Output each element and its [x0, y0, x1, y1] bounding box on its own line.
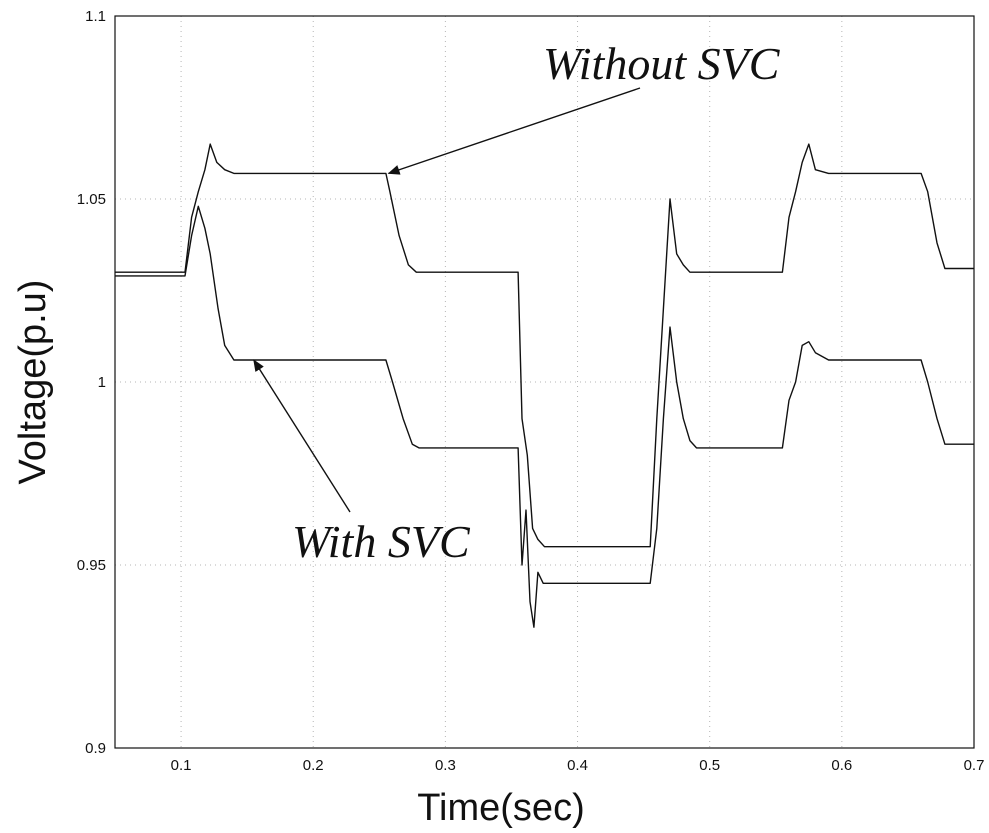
- grid: [115, 15, 975, 749]
- x-tick-label: 0.2: [303, 757, 324, 774]
- annotation-without-svc-arrow: [387, 87, 641, 175]
- y-tick-label: 1.05: [77, 191, 106, 208]
- y-axis-title: Voltage(p.u): [12, 280, 54, 485]
- annotation-with-svc-arrow: [253, 359, 351, 513]
- annotation-with-svc-label: With SVC: [292, 516, 471, 567]
- y-tick-label: 0.95: [77, 557, 106, 574]
- y-tick-label: 1.1: [85, 8, 106, 25]
- annotations: Without SVC With SVC: [253, 38, 781, 567]
- series-line-without-svc: [115, 143, 974, 548]
- tick-labels: 0.1 0.2 0.3 0.4 0.5 0.6 0.7 0.9 0.95 1 1.05 1.1: [77, 8, 985, 774]
- x-axis-title: Time(sec): [417, 787, 584, 829]
- plot-frame: [114, 15, 975, 749]
- x-tick-label: 0.4: [567, 757, 588, 774]
- x-tick-label: 0.7: [964, 757, 985, 774]
- x-tick-label: 0.6: [831, 757, 852, 774]
- x-tick-label: 0.1: [171, 757, 192, 774]
- series-group: [115, 143, 974, 628]
- x-tick-label: 0.5: [699, 757, 720, 774]
- y-tick-label: 0.9: [85, 740, 106, 757]
- annotation-without-svc-label: Without SVC: [543, 38, 781, 89]
- y-tick-label: 1: [98, 374, 106, 391]
- series-line-with-svc: [115, 205, 974, 628]
- x-tick-label: 0.3: [435, 757, 456, 774]
